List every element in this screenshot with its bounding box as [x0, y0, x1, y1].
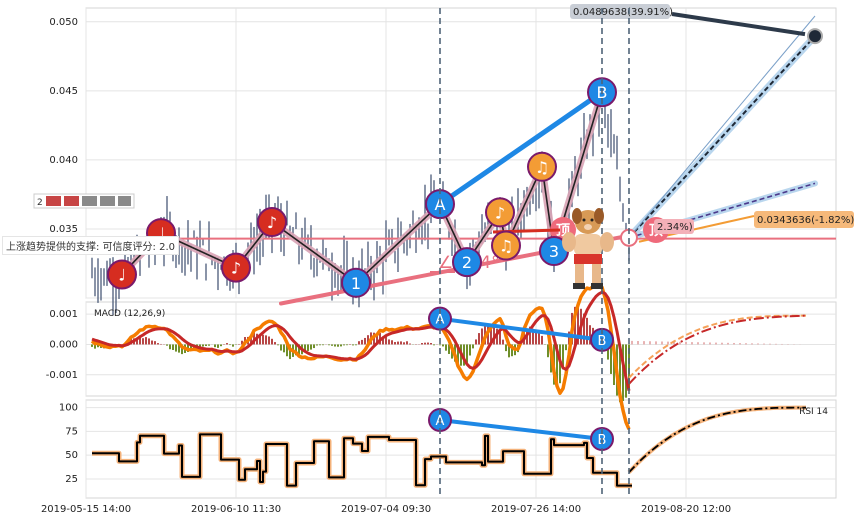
x-tick-label: 2019-07-04 09:30	[341, 504, 431, 515]
axis-layer: 2019-05-15 14:00 2019-06-10 11:30 2019-07-…	[41, 17, 731, 515]
y-tick-label: 0.050	[49, 17, 78, 28]
macd-fast-line	[90, 282, 631, 430]
y-tick-label: 75	[65, 426, 78, 437]
macd-projected-signal	[628, 314, 807, 385]
top-signal-pct-text: 2.34%)	[657, 222, 693, 233]
envelope-icon[interactable]	[46, 196, 61, 206]
zigzag-marker-label: ♫	[535, 158, 549, 177]
zigzag-marker-label: 1	[351, 274, 361, 293]
toolbar-count: 2	[37, 198, 43, 208]
envelope-icon[interactable]	[64, 196, 79, 206]
macd-projected-fast	[628, 314, 806, 379]
y-tick-label: -0.001	[46, 370, 78, 381]
top-signal-pct-box	[654, 219, 694, 234]
indicator-toolbar[interactable]: 2	[33, 193, 135, 209]
y-tick-label: 0.045	[49, 86, 78, 97]
zigzag-marker-label: A	[435, 195, 446, 214]
y-tick-label: 50	[65, 450, 78, 461]
target-high-marker	[807, 28, 823, 45]
y-tick-label: 0.001	[49, 309, 78, 320]
macd-legend: MACD (12,26,9)	[94, 309, 165, 319]
rsi-projected-line	[628, 406, 806, 473]
zigzag-marker-label: 3	[549, 242, 559, 261]
envelope-icon[interactable]	[100, 196, 115, 206]
rsi-line	[92, 433, 632, 487]
zigzag-marker	[257, 207, 287, 238]
target-low-label-box	[754, 211, 854, 228]
projection-line-top	[628, 15, 816, 239]
x-tick-label: 2019-08-20 12:00	[641, 504, 731, 515]
zigzag-marker	[341, 267, 371, 298]
zigzag-marker	[452, 247, 482, 278]
rsi-legend: RSI 14	[799, 407, 828, 417]
y-tick-label: 100	[59, 403, 78, 414]
y-tick-label: 0.035	[49, 224, 78, 235]
zigzag-marker	[107, 259, 137, 290]
annotation-layer: 0.0489638(39.91%)0.0343636(-1.82%)顶顶2.34…	[86, 4, 854, 498]
target-high-label: 0.0489638(39.91%)	[570, 4, 673, 19]
y-tick-label: 0.000	[49, 339, 78, 350]
y-tick-label: 25	[65, 474, 78, 485]
zigzag-marker-label: ♩	[118, 266, 126, 285]
zigzag-marker	[527, 151, 557, 182]
envelope-icon[interactable]	[118, 196, 131, 206]
x-tick-label: 2019-07-26 14:00	[491, 504, 581, 515]
target-high-arrow	[671, 12, 806, 37]
rsi-divergence-line	[438, 417, 604, 442]
y-tick-label: 0.040	[49, 155, 78, 166]
projection-line-high	[628, 35, 816, 239]
zigzag-marker-label: 2	[462, 253, 472, 272]
trend-line-ab	[437, 89, 605, 207]
macd-divergence-line	[438, 316, 604, 342]
x-tick-label: 2019-05-15 14:00	[41, 504, 131, 515]
zigzag-marker-label: ♩	[157, 224, 165, 243]
zigzag-marker-label: ♫	[499, 237, 513, 256]
zigzag-marker	[485, 197, 515, 228]
zigzag-marker	[221, 252, 251, 283]
target-low-label-text: 0.0343636(-1.82%)	[757, 215, 854, 226]
support-confidence-note: 上涨趋势提供的支撑: 可信度评分: 2.0	[2, 236, 179, 255]
target-low-label: 0.0343636(-1.82%)	[754, 211, 854, 228]
zigzag-marker-label: ♪	[231, 259, 241, 278]
target-high-label-text: 0.0489638(39.91%)	[573, 7, 673, 18]
target-high-label-box	[570, 4, 670, 19]
zigzag-marker-label: ♪	[495, 203, 505, 222]
zigzag-marker-label: ♪	[267, 213, 277, 232]
zigzag-marker	[491, 230, 521, 261]
top-signal-pct: 2.34%)	[654, 219, 694, 234]
envelope-icon[interactable]	[82, 196, 97, 206]
macd-signal-line	[91, 290, 631, 392]
muscle-dog-mascot-icon	[562, 208, 614, 289]
x-tick-label: 2019-06-10 11:30	[191, 504, 281, 515]
